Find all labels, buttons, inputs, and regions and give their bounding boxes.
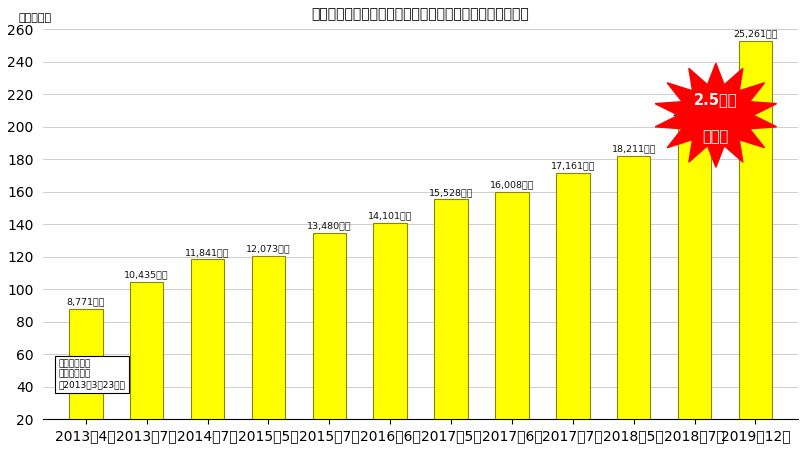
Bar — [678, 120, 712, 419]
Text: 10,435万件: 10,435万件 — [124, 271, 169, 280]
Text: 2.5億件: 2.5億件 — [694, 92, 737, 107]
Text: 8,771万件: 8,771万件 — [67, 298, 105, 307]
Text: 15,528万件: 15,528万件 — [429, 188, 473, 197]
Text: 17,161万件: 17,161万件 — [551, 162, 595, 171]
Text: 14,101万件: 14,101万件 — [368, 211, 412, 220]
Polygon shape — [655, 63, 777, 167]
Bar — [556, 173, 589, 419]
Bar — [495, 192, 529, 419]
Bar — [130, 282, 163, 419]
Bar — [739, 41, 772, 419]
Title: 【１ヶ月あたりの交通系電子マネーのご利用件数の推移】: 【１ヶ月あたりの交通系電子マネーのご利用件数の推移】 — [312, 7, 530, 21]
Text: 25,261万件: 25,261万件 — [733, 30, 778, 39]
Text: 11,841万件: 11,841万件 — [185, 248, 229, 257]
Bar — [435, 199, 468, 419]
Text: 13,480万件: 13,480万件 — [307, 221, 352, 230]
Text: 16,008万件: 16,008万件 — [489, 180, 535, 189]
Bar — [252, 256, 285, 419]
Text: （百万件）: （百万件） — [19, 13, 52, 22]
Text: 突破！: 突破！ — [703, 129, 729, 144]
Bar — [191, 259, 225, 419]
Text: 全国相互利用
サービス開始
（2013年3月23日）: 全国相互利用 サービス開始 （2013年3月23日） — [59, 359, 126, 389]
Bar — [374, 223, 407, 419]
Bar — [312, 233, 346, 419]
Bar — [69, 309, 102, 419]
Bar — [617, 156, 650, 419]
Text: 12,073万件: 12,073万件 — [246, 244, 291, 253]
Text: 20,432万件: 20,432万件 — [672, 108, 717, 117]
Text: 18,211万件: 18,211万件 — [612, 144, 656, 153]
